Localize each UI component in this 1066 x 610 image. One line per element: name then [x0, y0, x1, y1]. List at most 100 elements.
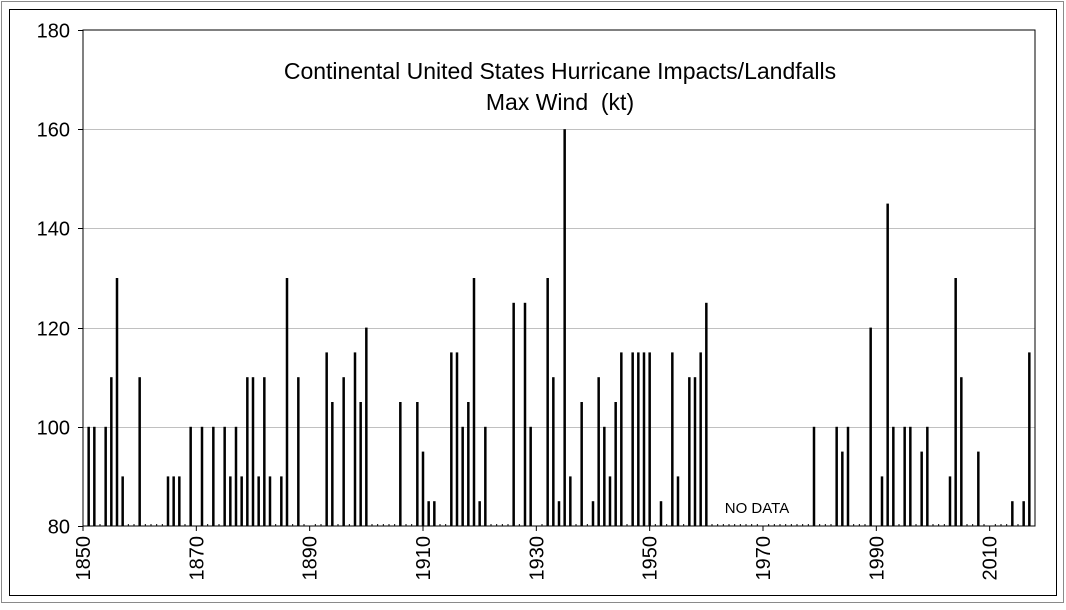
bar [909, 426, 912, 526]
bar [325, 352, 328, 526]
bar [648, 352, 651, 526]
bar [257, 476, 260, 526]
bar [869, 327, 872, 526]
y-tick-label: 160 [37, 120, 70, 142]
bar [659, 501, 663, 526]
y-tick-label: 140 [37, 219, 70, 241]
bar [234, 426, 238, 526]
y-tick-label: 100 [37, 418, 70, 440]
bar [557, 501, 561, 526]
bar [603, 426, 606, 526]
bar [416, 402, 419, 526]
bar [580, 402, 583, 526]
bar [523, 302, 527, 526]
x-tick-label: 2010 [980, 536, 1002, 581]
bar [478, 501, 481, 526]
chart-title: Continental United States Hurricane Impa… [284, 58, 836, 84]
bar [172, 476, 175, 526]
bar [563, 129, 566, 526]
y-axis: 80 100 120 140 160 180 [37, 21, 83, 539]
bar [920, 451, 923, 526]
bar [178, 476, 181, 526]
bar [569, 476, 572, 526]
bar [280, 476, 283, 526]
bar [591, 501, 595, 526]
bar [450, 352, 453, 526]
bar [427, 501, 430, 526]
bars [87, 129, 1031, 526]
bar [472, 278, 476, 526]
bar [138, 377, 141, 526]
bar [342, 377, 345, 526]
bar [421, 451, 425, 526]
bar [223, 426, 226, 526]
x-tick-label: 1910 [413, 536, 435, 581]
bar [1011, 501, 1014, 526]
bar [110, 377, 113, 526]
bar [87, 426, 90, 526]
x-tick-label: 1890 [300, 536, 322, 581]
bar [620, 352, 623, 526]
x-tick-label: 1990 [866, 536, 888, 581]
bar [841, 451, 844, 526]
bar [693, 377, 697, 526]
y-tick-label: 180 [37, 21, 70, 43]
bar [467, 402, 470, 526]
bar [353, 352, 357, 526]
chart-border [9, 9, 1057, 596]
x-tick-label: 1870 [186, 536, 208, 581]
x-axis: 1850 1870 1890 1910 1930 1950 1970 1990 2010 [73, 524, 1036, 581]
bar [614, 402, 617, 526]
bar [597, 377, 600, 526]
bar [886, 203, 889, 526]
chart-subtitle: Max Wind (kt) [486, 89, 634, 115]
bar [229, 476, 232, 526]
bar [455, 352, 459, 526]
bar [546, 278, 549, 526]
bar [948, 476, 952, 526]
bar [263, 377, 266, 526]
bar [399, 402, 402, 526]
y-tick-label: 120 [37, 319, 70, 341]
bar [705, 302, 708, 526]
bar [552, 377, 555, 526]
bar [699, 352, 702, 526]
bar [200, 426, 204, 526]
bar [688, 377, 691, 526]
bar [189, 426, 192, 526]
bar [268, 476, 272, 526]
bar [93, 426, 96, 526]
bar [104, 426, 107, 526]
y-tick-label: 80 [48, 517, 70, 539]
bar [892, 426, 895, 526]
bar [365, 327, 368, 526]
bar [359, 402, 362, 526]
x-tick-label: 1970 [753, 536, 775, 581]
bar [331, 402, 334, 526]
bar [977, 451, 980, 526]
bar [484, 426, 487, 526]
bar [433, 501, 436, 526]
bar [954, 278, 957, 526]
bar [960, 377, 963, 526]
bar [212, 426, 215, 526]
no-data-annotation: NO DATA [725, 500, 789, 517]
bar [642, 352, 646, 526]
bar [926, 426, 929, 526]
bar [512, 302, 515, 526]
bar [529, 426, 532, 526]
bar [903, 426, 906, 526]
bar [121, 476, 124, 526]
x-tick-label: 1950 [640, 536, 662, 581]
bar [846, 426, 850, 526]
bar [880, 476, 884, 526]
bar [676, 476, 680, 526]
bar [1022, 501, 1025, 526]
bar [246, 377, 249, 526]
bar [166, 476, 170, 526]
bar [240, 476, 243, 526]
bar [631, 352, 634, 526]
bar [297, 377, 300, 526]
x-tick-label: 1930 [526, 536, 548, 581]
